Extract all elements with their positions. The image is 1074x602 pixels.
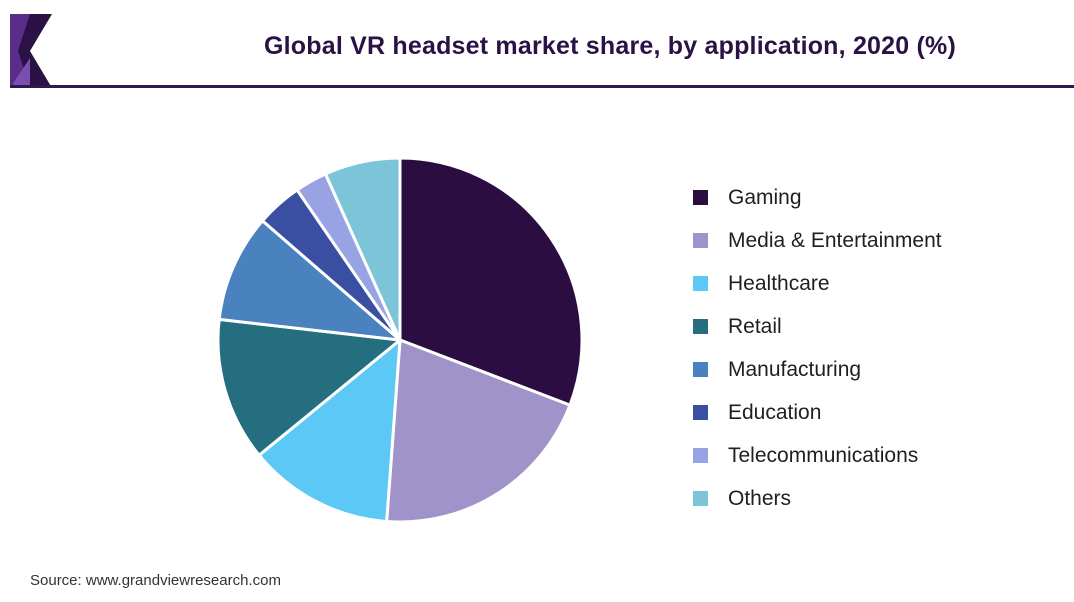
chart-title: Global VR headset market share, by appli… (264, 32, 956, 60)
legend-label: Gaming (728, 185, 802, 209)
legend-swatch (693, 448, 708, 463)
legend-swatch (693, 319, 708, 334)
grand-view-research-logo (10, 14, 56, 88)
legend-item-others: Others (693, 477, 1063, 520)
pie-slice-manufacturing (217, 219, 402, 342)
title-divider (10, 85, 1074, 88)
legend-swatch (693, 362, 708, 377)
pie-slice-retail (216, 317, 402, 457)
chart-legend: Gaming Media & Entertainment Healthcare … (693, 176, 1063, 520)
legend-item-healthcare: Healthcare (693, 262, 1063, 305)
logo-highlight-shape (10, 58, 30, 88)
legend-swatch (693, 405, 708, 420)
legend-label: Education (728, 400, 822, 424)
pie-slice-healthcare (257, 338, 402, 524)
legend-swatch (693, 190, 708, 205)
legend-label: Telecommunications (728, 443, 919, 467)
legend-item-media-entertainment: Media & Entertainment (693, 219, 1063, 262)
legend-swatch (693, 491, 708, 506)
legend-item-retail: Retail (693, 305, 1063, 348)
pie-slice-media-entertainment (385, 338, 572, 524)
legend-swatch (693, 233, 708, 248)
source-note[interactable]: Source: www.grandviewresearch.com (30, 572, 281, 589)
legend-item-education: Education (693, 391, 1063, 434)
legend-item-gaming: Gaming (693, 176, 1063, 219)
legend-label: Others (728, 486, 792, 510)
legend-label: Media & Entertainment (728, 228, 942, 252)
legend-label: Manufacturing (728, 357, 862, 381)
legend-label: Healthcare (728, 271, 830, 295)
legend-label: Retail (728, 314, 782, 338)
legend-item-telecommunications: Telecommunications (693, 434, 1063, 477)
legend-item-manufacturing: Manufacturing (693, 348, 1063, 391)
pie-slice-gaming (398, 156, 584, 407)
pie-slice-others (323, 156, 402, 342)
pie-chart (216, 156, 584, 524)
legend-swatch (693, 276, 708, 291)
